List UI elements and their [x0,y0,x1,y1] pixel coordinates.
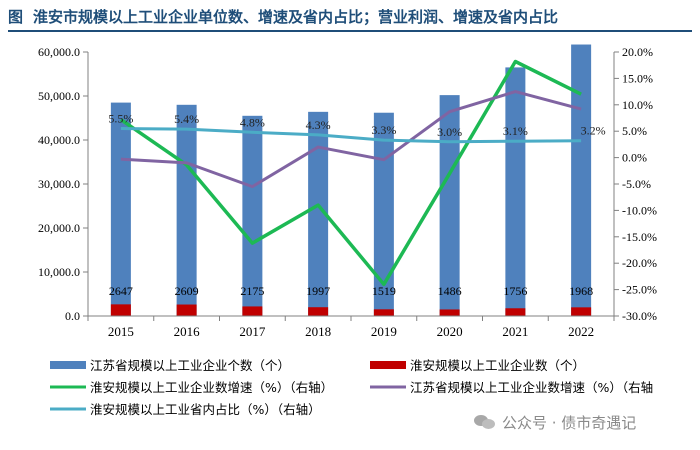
left-tick-label: 60,000.0 [38,45,80,59]
left-tick-label: 40,000.0 [38,133,80,147]
bar-jiangsu-2020 [439,95,460,317]
bar-huaian-2015 [110,304,131,316]
bar-value-label-2020: 1486 [438,284,462,298]
bar-jiangsu-2016 [176,104,197,316]
x-tick-label-2016: 2016 [174,324,201,339]
x-tick-label-2019: 2019 [371,324,397,339]
legend-swatch-1 [50,361,86,369]
legend-label-4: 江苏省规模以上工业企业数增速（%）（右轴 [410,380,653,395]
right-tick-label: -10.0% [622,203,657,217]
right-tick-label: -30.0% [622,309,657,323]
x-tick-label-2022: 2022 [568,324,594,339]
line-layer [119,59,582,287]
share-label-2016: 5.4% [174,112,199,126]
x-tick-label-2017: 2017 [239,324,266,339]
bar-jiangsu-2017 [242,115,263,316]
bar-value-label-2015: 2647 [109,284,133,298]
bar-jiangsu-2021 [505,67,526,317]
right-tick-label: 20.0% [622,45,653,59]
bar-value-label-2022: 1968 [569,284,593,298]
title-underline [8,30,692,32]
share-label-2019: 3.3% [371,123,396,137]
legend-label-1: 江苏省规模以上工业企业个数（个） [90,358,290,373]
right-tick-label: 10.0% [622,98,653,112]
bar-huaian-2020 [439,309,460,316]
watermark-text: 公众号 · 债市奇遇记 [502,413,637,432]
line-series-2 [120,90,582,189]
bar-jiangsu-2018 [308,111,329,316]
left-tick-label: 10,000.0 [38,265,80,279]
axes-layer: 0.0 10,000.0 20,000.0 30,000.0 40,000.0 50,00… [38,45,657,339]
bar-value-label-2019: 1519 [372,284,396,298]
right-tick-label: -20.0% [622,256,657,270]
share-label-2020: 3.0% [437,125,462,139]
bar-huaian-2016 [176,304,197,316]
right-tick-label: 0.0% [622,151,647,165]
legend-label-2: 淮安规模以上工业企业数（个） [410,358,585,373]
wechat-icon [474,413,496,431]
bar-huaian-2018 [308,307,329,316]
right-tick-label: 15.0% [622,71,653,85]
bar-layer [110,44,592,317]
right-tick-label: -5.0% [622,177,651,191]
left-tick-label: 0.0 [65,309,80,323]
x-tick-label-2015: 2015 [108,324,134,339]
line-series-3 [120,127,582,144]
bar-huaian-2022 [571,307,592,316]
legend-label-3: 淮安规模以上工业企业数增速（%）（右轴） [90,380,333,395]
bar-value-label-2016: 2609 [175,284,199,298]
share-label-2015: 5.5% [108,112,133,126]
bar-huaian-2017 [242,306,263,316]
x-tick-label-2018: 2018 [305,324,331,339]
data-label-layer: 2647 2609 2175 1997 1519 1486 1756 1968 5.5% 5.4%… [108,112,605,298]
bar-value-label-2018: 1997 [306,284,330,298]
line-series-1 [119,59,582,287]
share-label-2017: 4.8% [240,115,265,129]
right-tick-label: -25.0% [622,283,657,297]
figure-label: 图 [8,8,24,26]
legend: 江苏省规模以上工业企业个数（个） 淮安规模以上工业企业数（个） 淮安规模以上工业企业… [50,358,653,417]
left-tick-label: 20,000.0 [38,221,80,235]
chart-title: 淮安市规模以上工业企业单位数、增速及省内占比；营业利润、增速及省内占比 [33,8,559,26]
legend-label-5: 淮安规模以上工业省内占比（%）（右轴） [90,402,321,417]
bar-value-label-2021: 1756 [503,284,527,298]
right-tick-label: 5.0% [622,124,647,138]
x-tick-label-2021: 2021 [502,324,528,339]
share-label-2018: 4.3% [306,118,331,132]
bar-jiangsu-2022 [571,44,592,317]
bar-huaian-2021 [505,308,526,316]
x-tick-label-2020: 2020 [437,324,463,339]
bar-jiangsu-2019 [373,112,394,316]
share-label-2021: 3.1% [503,124,528,138]
bar-value-label-2017: 2175 [240,284,264,298]
bar-jiangsu-2015 [110,102,131,316]
left-tick-label: 50,000.0 [38,89,80,103]
bar-huaian-2019 [373,309,394,316]
legend-swatch-2 [370,361,406,369]
right-tick-label: -15.0% [622,230,657,244]
title-row: 图 淮安市规模以上工业企业单位数、增速及省内占比；营业利润、增速及省内占比 [8,3,698,29]
watermark: 公众号 · 债市奇遇记 [474,410,636,434]
left-tick-label: 30,000.0 [38,177,80,191]
share-label-2022: 3.2% [581,124,606,138]
